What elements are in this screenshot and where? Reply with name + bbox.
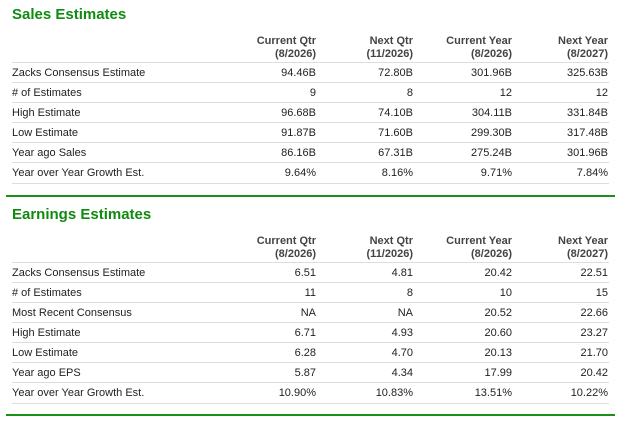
cell-value: 4.70 (391, 347, 413, 359)
cell-value: 20.13 (484, 347, 512, 359)
row-label: Low Estimate (12, 347, 79, 359)
row-label: High Estimate (12, 327, 81, 339)
cell-value: 22.66 (580, 307, 608, 319)
sales-estimates-title: Sales Estimates (12, 6, 127, 23)
row-label: Year ago EPS (12, 367, 81, 379)
cell-value: 91.87B (281, 127, 316, 139)
table-row: Year over Year Growth Est. 10.90% 10.83%… (12, 382, 609, 403)
cell-value: NA (300, 307, 316, 319)
cell-value: 9 (309, 87, 316, 99)
table-row: High Estimate 6.71 4.93 20.60 23.27 (12, 322, 609, 343)
cell-value: 22.51 (580, 267, 608, 279)
cell-value: 74.10B (378, 107, 413, 119)
section-divider (6, 195, 615, 197)
cell-value: 8 (406, 87, 413, 99)
cell-value: 86.16B (281, 147, 316, 159)
cell-value: 12 (499, 87, 512, 99)
cell-value: 11 (304, 287, 316, 299)
cell-value: 10.22% (570, 387, 608, 399)
cell-value: 10.90% (278, 387, 316, 399)
sales-col-next-year: Next Year (8/2027) (558, 35, 608, 60)
cell-value: 8.16% (381, 167, 413, 179)
cell-value: 301.96B (567, 147, 608, 159)
cell-value: 317.48B (567, 127, 608, 139)
cell-value: 4.93 (391, 327, 413, 339)
row-label: Low Estimate (12, 127, 79, 139)
table-row: # of Estimates 9 8 12 12 (12, 82, 609, 103)
cell-value: 9.71% (480, 167, 512, 179)
sales-col-current-qtr: Current Qtr (8/2026) (256, 35, 316, 60)
row-label: Most Recent Consensus (12, 307, 132, 319)
cell-value: 12 (595, 87, 608, 99)
cell-value: NA (397, 307, 413, 319)
row-label: # of Estimates (12, 87, 82, 99)
section-divider (6, 414, 615, 416)
cell-value: 304.11B (471, 107, 512, 119)
cell-value: 94.46B (281, 67, 316, 79)
cell-value: 325.63B (567, 67, 608, 79)
row-label: Year ago Sales (12, 147, 87, 159)
table-row: Zacks Consensus Estimate 94.46B 72.80B 3… (12, 62, 609, 83)
earnings-col-next-qtr: Next Qtr (11/2026) (366, 235, 413, 260)
cell-value: 20.60 (484, 327, 512, 339)
table-row: Most Recent Consensus NA NA 20.52 22.66 (12, 302, 609, 323)
row-label: Year over Year Growth Est. (12, 387, 145, 399)
row-label: Zacks Consensus Estimate (12, 67, 146, 79)
cell-value: 15 (595, 287, 608, 299)
table-row: Low Estimate 91.87B 71.60B 299.30B 317.4… (12, 122, 609, 143)
cell-value: 10.83% (375, 387, 413, 399)
cell-value: 20.42 (580, 367, 608, 379)
table-row: Year over Year Growth Est. 9.64% 8.16% 9… (12, 162, 609, 183)
cell-value: 20.42 (484, 267, 512, 279)
earnings-estimates-title: Earnings Estimates (12, 206, 152, 223)
row-label: Zacks Consensus Estimate (12, 267, 146, 279)
cell-value: 299.30B (471, 127, 512, 139)
cell-value: 23.27 (580, 327, 608, 339)
cell-value: 72.80B (378, 67, 413, 79)
table-row: Year ago Sales 86.16B 67.31B 275.24B 301… (12, 142, 609, 163)
cell-value: 21.70 (580, 347, 608, 359)
cell-value: 13.51% (474, 387, 512, 399)
cell-value: 67.31B (378, 147, 413, 159)
earnings-col-current-qtr: Current Qtr (8/2026) (256, 235, 316, 260)
table-bottom-border (12, 183, 609, 184)
cell-value: 10 (499, 287, 512, 299)
cell-value: 96.68B (281, 107, 316, 119)
cell-value: 331.84B (567, 107, 608, 119)
row-label: High Estimate (12, 107, 81, 119)
table-row: # of Estimates 11 8 10 15 (12, 282, 609, 303)
earnings-col-next-year: Next Year (8/2027) (558, 235, 608, 260)
cell-value: 8 (406, 287, 413, 299)
cell-value: 6.28 (294, 347, 316, 359)
cell-value: 6.51 (294, 267, 316, 279)
earnings-col-current-year: Current Year (8/2026) (446, 235, 512, 260)
sales-col-next-qtr: Next Qtr (11/2026) (366, 35, 413, 60)
table-row: Low Estimate 6.28 4.70 20.13 21.70 (12, 342, 609, 363)
table-row: Zacks Consensus Estimate 6.51 4.81 20.42… (12, 262, 609, 283)
table-row: High Estimate 96.68B 74.10B 304.11B 331.… (12, 102, 609, 123)
cell-value: 71.60B (378, 127, 413, 139)
row-label: # of Estimates (12, 287, 82, 299)
cell-value: 7.84% (576, 167, 608, 179)
sales-header-row: Current Qtr (8/2026) Next Qtr (11/2026) Cu… (0, 35, 619, 65)
cell-value: 301.96B (471, 67, 512, 79)
table-bottom-border (12, 403, 609, 404)
earnings-estimates-section: Earnings Estimates Current Qtr (8/2026) N… (0, 200, 619, 421)
cell-value: 4.81 (391, 267, 413, 279)
row-label: Year over Year Growth Est. (12, 167, 145, 179)
table-row: Year ago EPS 5.87 4.34 17.99 20.42 (12, 362, 609, 383)
cell-value: 9.64% (284, 167, 316, 179)
sales-estimates-section: Sales Estimates Current Qtr (8/2026) Next… (0, 0, 619, 200)
cell-value: 4.34 (391, 367, 413, 379)
cell-value: 6.71 (294, 327, 316, 339)
sales-col-current-year: Current Year (8/2026) (446, 35, 512, 60)
earnings-header-row: Current Qtr (8/2026) Next Qtr (11/2026) Cu… (0, 235, 619, 265)
cell-value: 17.99 (484, 367, 512, 379)
cell-value: 5.87 (294, 367, 316, 379)
cell-value: 20.52 (484, 307, 512, 319)
cell-value: 275.24B (471, 147, 512, 159)
